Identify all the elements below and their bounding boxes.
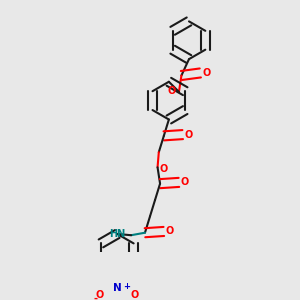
Text: HN: HN <box>109 229 126 239</box>
Text: O: O <box>185 130 193 140</box>
Text: O: O <box>202 68 211 78</box>
Text: N: N <box>113 283 122 293</box>
Text: O: O <box>130 290 138 300</box>
Text: O: O <box>166 226 174 236</box>
Text: -: - <box>93 294 98 300</box>
Text: O: O <box>181 177 189 188</box>
Text: +: + <box>123 282 130 291</box>
Text: O: O <box>168 85 176 96</box>
Text: O: O <box>160 164 168 174</box>
Text: O: O <box>96 290 104 300</box>
